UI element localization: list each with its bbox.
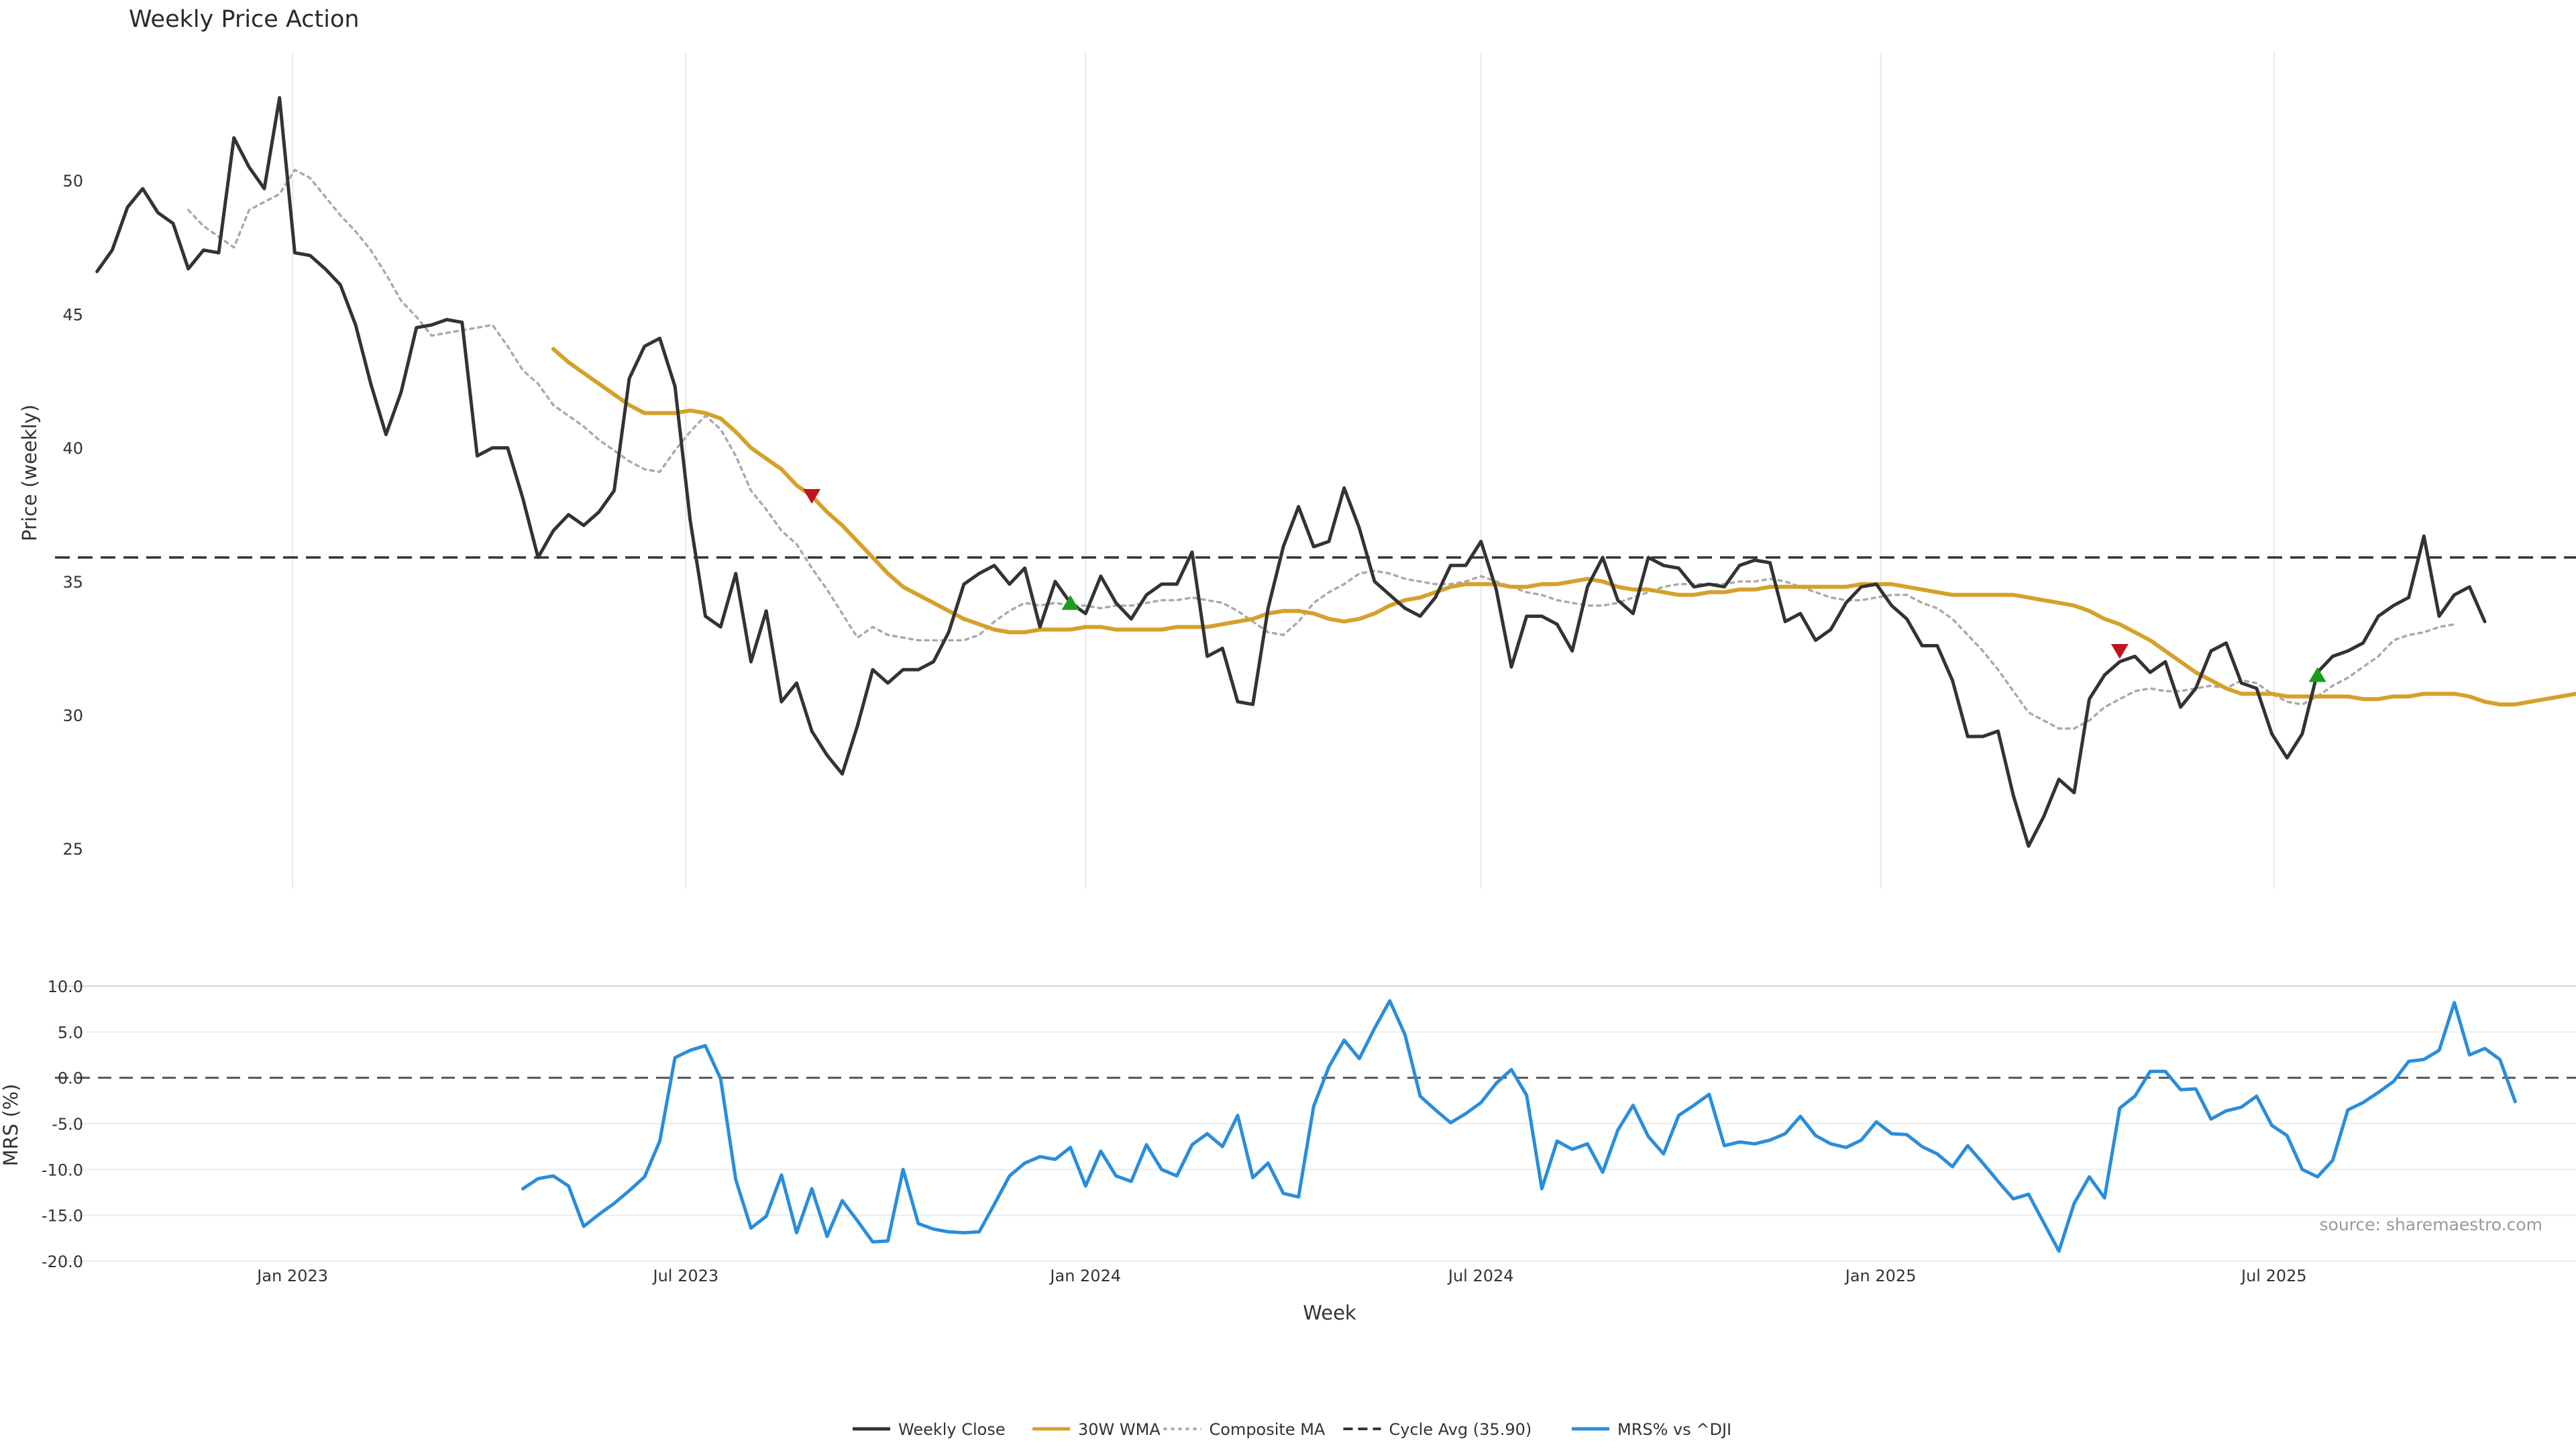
legend-label-weekly-close: Weekly Close [898, 1420, 1006, 1439]
price-y-tick-40: 40 [62, 439, 83, 458]
legend-label-mrs-vs-dji: MRS% vs ^DJI [1617, 1420, 1731, 1439]
source-annotation: source: sharemaestro.com [2320, 1215, 2543, 1234]
x-tick-label-jan-2024: Jan 2024 [1049, 1267, 1121, 1285]
chart-title: Weekly Price Action [129, 6, 360, 33]
mrs-y-tick-0-0: 0.0 [58, 1069, 83, 1088]
mrs-series-group [521, 999, 2517, 1253]
buy-signal-marker-2 [1061, 595, 1079, 610]
x-tick-label-jul-2025: Jul 2025 [2240, 1267, 2307, 1285]
mrs-y-tick-15-0: -15.0 [42, 1207, 83, 1226]
sell-signal-marker-3 [2110, 644, 2129, 659]
series-line-30w-wma [551, 347, 2576, 707]
mrs-y-tick-5-0: -5.0 [52, 1115, 83, 1134]
mrs-grid [55, 985, 2576, 1262]
legend: Weekly Close 30W WMA Composite MA Cycle Avg… [853, 1420, 1731, 1439]
price-panel: 25 30 35 40 45 50 Price (weekly) [18, 52, 2576, 889]
x-tick-label-jan-2023: Jan 2023 [256, 1267, 328, 1285]
mrs-y-axis-label: MRS (%) [0, 1084, 22, 1167]
x-tick-label-jul-2023: Jul 2023 [652, 1267, 719, 1285]
x-axis-label: Week [1303, 1301, 1356, 1324]
price-series-group [95, 96, 2576, 848]
price-y-tick-30: 30 [62, 706, 83, 725]
series-line-mrs-vs-dji [521, 999, 2517, 1253]
legend-label-composite-ma: Composite MA [1210, 1420, 1326, 1439]
series-line-weekly-close [95, 96, 2487, 848]
sell-signal-marker-1 [803, 488, 821, 504]
mrs-y-tick-10-0: 10.0 [48, 977, 83, 996]
price-y-tick-35: 35 [62, 573, 83, 592]
price-y-axis: 25 30 35 40 45 50 [62, 172, 83, 859]
legend-label-cycle-avg-35-90: Cycle Avg (35.90) [1389, 1420, 1532, 1439]
price-y-axis-label: Price (weekly) [18, 405, 41, 541]
price-grid [292, 52, 2275, 889]
mrs-y-tick-20-0: -20.0 [42, 1252, 83, 1271]
series-line-composite-ma [186, 168, 2456, 730]
mrs-y-axis: 10.0 5.0 0.0 -5.0 -10.0 -15.0 -20.0 [42, 977, 83, 1271]
x-axis: Jan 2023 Jul 2023 Jan 2024 Jul 2024 Jan 2025… [256, 1267, 2306, 1285]
legend-label-30w-wma: 30W WMA [1078, 1420, 1161, 1439]
price-y-tick-25: 25 [62, 840, 83, 859]
x-tick-label-jan-2025: Jan 2025 [1844, 1267, 1917, 1285]
mrs-y-tick-10-0: -10.0 [42, 1161, 83, 1179]
mrs-y-tick-5-0: 5.0 [58, 1023, 83, 1042]
price-y-tick-50: 50 [62, 172, 83, 191]
buy-signal-marker-4 [2308, 667, 2326, 682]
signal-markers [803, 488, 2326, 682]
x-tick-label-jul-2024: Jul 2024 [1447, 1267, 1514, 1285]
price-y-tick-45: 45 [62, 305, 83, 324]
mrs-panel: 10.0 5.0 0.0 -5.0 -10.0 -15.0 -20.0 MRS (%) so… [0, 977, 2576, 1271]
